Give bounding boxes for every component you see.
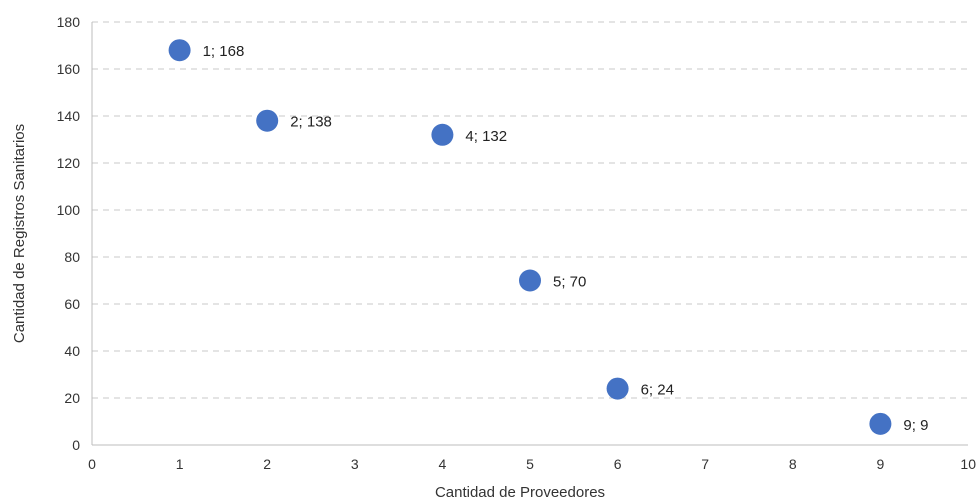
data-point xyxy=(606,377,629,400)
axes xyxy=(91,22,968,446)
data-label: 1; 168 xyxy=(203,43,245,60)
data-label: 6; 24 xyxy=(641,382,674,399)
data-label: 4; 132 xyxy=(465,128,507,145)
x-axis-title: Cantidad de Proveedores xyxy=(435,484,605,499)
data-point xyxy=(869,412,892,435)
data-label: 9; 9 xyxy=(903,417,928,434)
data-point xyxy=(256,109,279,132)
x-tick-label: 10 xyxy=(960,456,976,472)
data-point xyxy=(168,39,191,62)
x-tick-label: 6 xyxy=(614,456,622,472)
x-tick-label: 7 xyxy=(701,456,709,472)
y-tick-label: 40 xyxy=(64,343,80,359)
y-tick-label: 180 xyxy=(57,14,81,30)
y-tick-label: 60 xyxy=(64,296,80,312)
gridlines xyxy=(92,21,968,399)
x-tick-label: 5 xyxy=(526,456,534,472)
x-tick-label: 2 xyxy=(263,456,271,472)
y-tick-label: 160 xyxy=(57,61,81,77)
y-tick-label: 0 xyxy=(72,437,80,453)
y-tick-label: 80 xyxy=(64,249,80,265)
data-label: 5; 70 xyxy=(553,274,586,291)
data-label: 2; 138 xyxy=(290,114,332,131)
y-tick-label: 100 xyxy=(57,202,81,218)
y-axis-title: Cantidad de Registros Sanitarios xyxy=(11,124,28,343)
x-tick-label: 8 xyxy=(789,456,797,472)
x-tick-label: 4 xyxy=(439,456,447,472)
x-tick-label: 0 xyxy=(88,456,96,472)
x-tick-label: 1 xyxy=(176,456,184,472)
y-tick-label: 20 xyxy=(64,390,80,406)
y-tick-label: 140 xyxy=(57,108,81,124)
tick-labels: 0 20 40 60 80 100 120 140 160 180 0 1 2 3 4 5 6 7 8 9 10 xyxy=(57,14,976,472)
y-tick-label: 120 xyxy=(57,155,81,171)
data-labels: 1; 168 2; 138 4; 132 5; 70 6; 24 9; 9 xyxy=(203,43,929,434)
data-point xyxy=(519,269,541,292)
data-point xyxy=(431,123,454,146)
x-tick-label: 9 xyxy=(877,456,885,472)
x-tick-label: 3 xyxy=(351,456,359,472)
data-points xyxy=(168,39,892,435)
